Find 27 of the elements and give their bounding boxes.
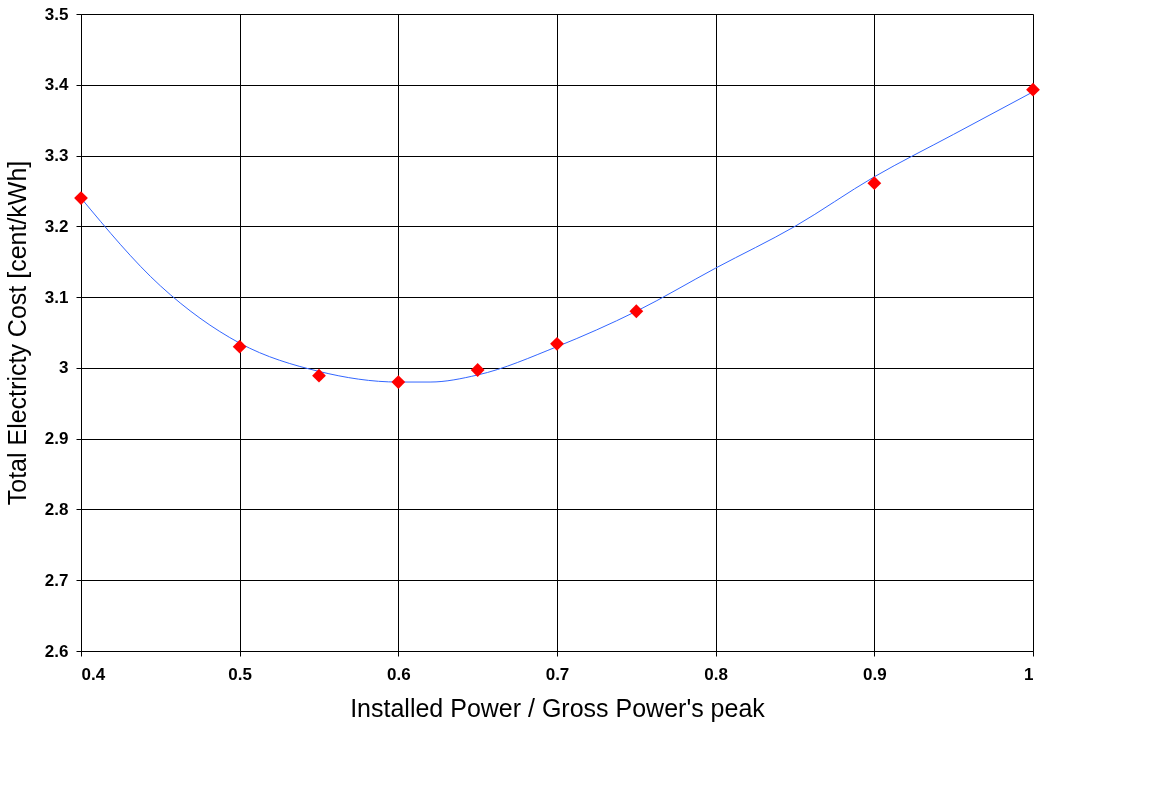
x-tick-label: 0.5 [228,664,252,684]
point [867,176,882,191]
x-tick-label: 0.7 [545,664,570,684]
y-tick-label: 3 [59,358,69,378]
point [391,375,406,389]
y-tick-label: 3.4 [44,75,70,95]
point [629,304,644,319]
x-tick-label: 1 [1024,664,1034,684]
y-tick-label: 2.8 [44,499,69,519]
x-tick-label: 0.9 [863,664,887,684]
y-tick-label: 3.2 [44,216,69,236]
y-axis-title: Total Electricty Cost [cent/kWh] [2,160,31,506]
point [312,368,326,383]
y-tick-label: 2.9 [44,429,69,449]
x-tick-label: 0.8 [704,664,728,684]
y-tick-label: 2.7 [44,570,69,590]
point [232,339,247,354]
x-tick-label: 0.4 [81,664,106,684]
point [470,363,485,377]
y-tick-label: 3.3 [44,146,69,166]
y-tick-label: 2.6 [44,641,69,661]
point [550,336,564,351]
y-tick-label: 3.5 [44,4,69,24]
y-tick-label: 3.1 [44,287,69,307]
x-axis-title: Installed Power / Gross Power's peak [350,693,766,722]
x-tick-label: 0.6 [387,664,411,684]
point [1026,82,1040,97]
